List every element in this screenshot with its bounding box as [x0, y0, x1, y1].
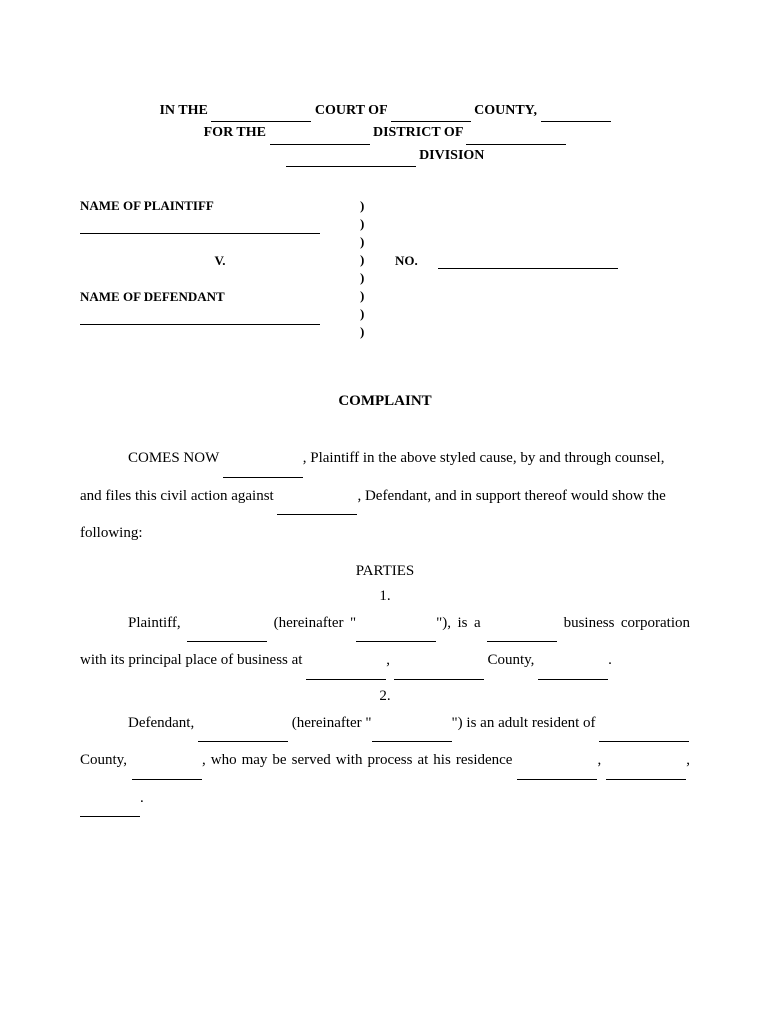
caption-divider: ) ) ) ) ) ) ) )	[360, 197, 380, 343]
text: Defendant,	[128, 715, 198, 731]
plaintiff-label: NAME OF PLAINTIFF	[80, 197, 360, 215]
blank-state2[interactable]	[538, 679, 608, 680]
parties-para-1: Plaintiff, (hereinafter " "), is a busine…	[80, 605, 690, 680]
text: County,	[80, 752, 132, 768]
blank-residence3[interactable]	[80, 816, 140, 817]
paragraph-number-2: 2.	[80, 688, 690, 705]
text: business corporation	[557, 615, 690, 631]
blank-residence[interactable]	[517, 779, 597, 780]
text: , Defendant, and in support thereof woul…	[357, 488, 665, 504]
paren: )	[360, 215, 380, 233]
text: .	[608, 652, 612, 668]
blank-division[interactable]	[286, 166, 416, 167]
court-header: IN THE COURT OF COUNTY, FOR THE DISTRICT…	[80, 100, 690, 167]
parties-para-2: Defendant, (hereinafter " ") is an adult …	[80, 705, 690, 818]
text-in-the: IN THE	[159, 103, 207, 118]
header-line-1: IN THE COURT OF COUNTY,	[80, 100, 690, 122]
text: ,	[686, 752, 690, 768]
paren: )	[360, 233, 380, 251]
blank-case-number[interactable]	[438, 268, 618, 269]
opening-paragraph: COMES NOW , Plaintiff in the above style…	[80, 440, 690, 553]
document-title: COMPLAINT	[80, 393, 690, 410]
blank-plaintiff-name[interactable]	[80, 215, 320, 234]
text-district-of: DISTRICT OF	[373, 125, 463, 140]
text: Plaintiff,	[128, 615, 187, 631]
paren: )	[360, 197, 380, 215]
text: .	[140, 790, 144, 806]
paren: )	[360, 323, 380, 341]
text: ,	[386, 652, 394, 668]
text: County,	[484, 652, 538, 668]
paren: )	[360, 269, 380, 287]
spacer	[80, 234, 360, 252]
text: (hereinafter "	[267, 615, 356, 631]
text-county: COUNTY,	[474, 103, 537, 118]
text: ") is an adult resident of	[452, 715, 600, 731]
header-line-3: DIVISION	[80, 145, 690, 167]
blank-address[interactable]	[306, 679, 386, 680]
paragraph-number-1: 1.	[80, 588, 690, 605]
text: "), is a	[436, 615, 487, 631]
case-caption: NAME OF PLAINTIFF V. NAME OF DEFENDANT )…	[80, 197, 690, 343]
legal-document-page: IN THE COURT OF COUNTY, FOR THE DISTRICT…	[0, 0, 770, 877]
spacer	[80, 325, 360, 343]
text: COMES NOW	[128, 450, 223, 466]
spacer	[80, 270, 360, 288]
no-label: NO.	[395, 253, 418, 269]
caption-case-number: NO.	[380, 197, 690, 343]
text: ,	[597, 752, 606, 768]
blank-residence2[interactable]	[606, 779, 686, 780]
defendant-label: NAME OF DEFENDANT	[80, 288, 360, 306]
text-for-the: FOR THE	[204, 125, 266, 140]
text: , who may be served with process at his …	[202, 752, 518, 768]
parties-heading: PARTIES	[80, 563, 690, 580]
blank-city[interactable]	[394, 679, 484, 680]
caption-parties: NAME OF PLAINTIFF V. NAME OF DEFENDANT	[80, 197, 360, 343]
text-division: DIVISION	[419, 148, 484, 163]
text: and files this civil action against	[80, 488, 277, 504]
text: with its principal place of business at	[80, 652, 306, 668]
blank-defendant-name[interactable]	[80, 306, 320, 325]
header-line-2: FOR THE DISTRICT OF	[80, 122, 690, 144]
paren: )	[360, 287, 380, 305]
text: (hereinafter "	[288, 715, 372, 731]
text: , Plaintiff in the above styled cause, b…	[303, 450, 665, 466]
paren: )	[360, 305, 380, 323]
text: following:	[80, 525, 143, 541]
paren: )	[360, 251, 380, 269]
blank-defendant[interactable]	[277, 514, 357, 515]
text-court-of: COURT OF	[315, 103, 387, 118]
versus: V.	[80, 252, 360, 270]
